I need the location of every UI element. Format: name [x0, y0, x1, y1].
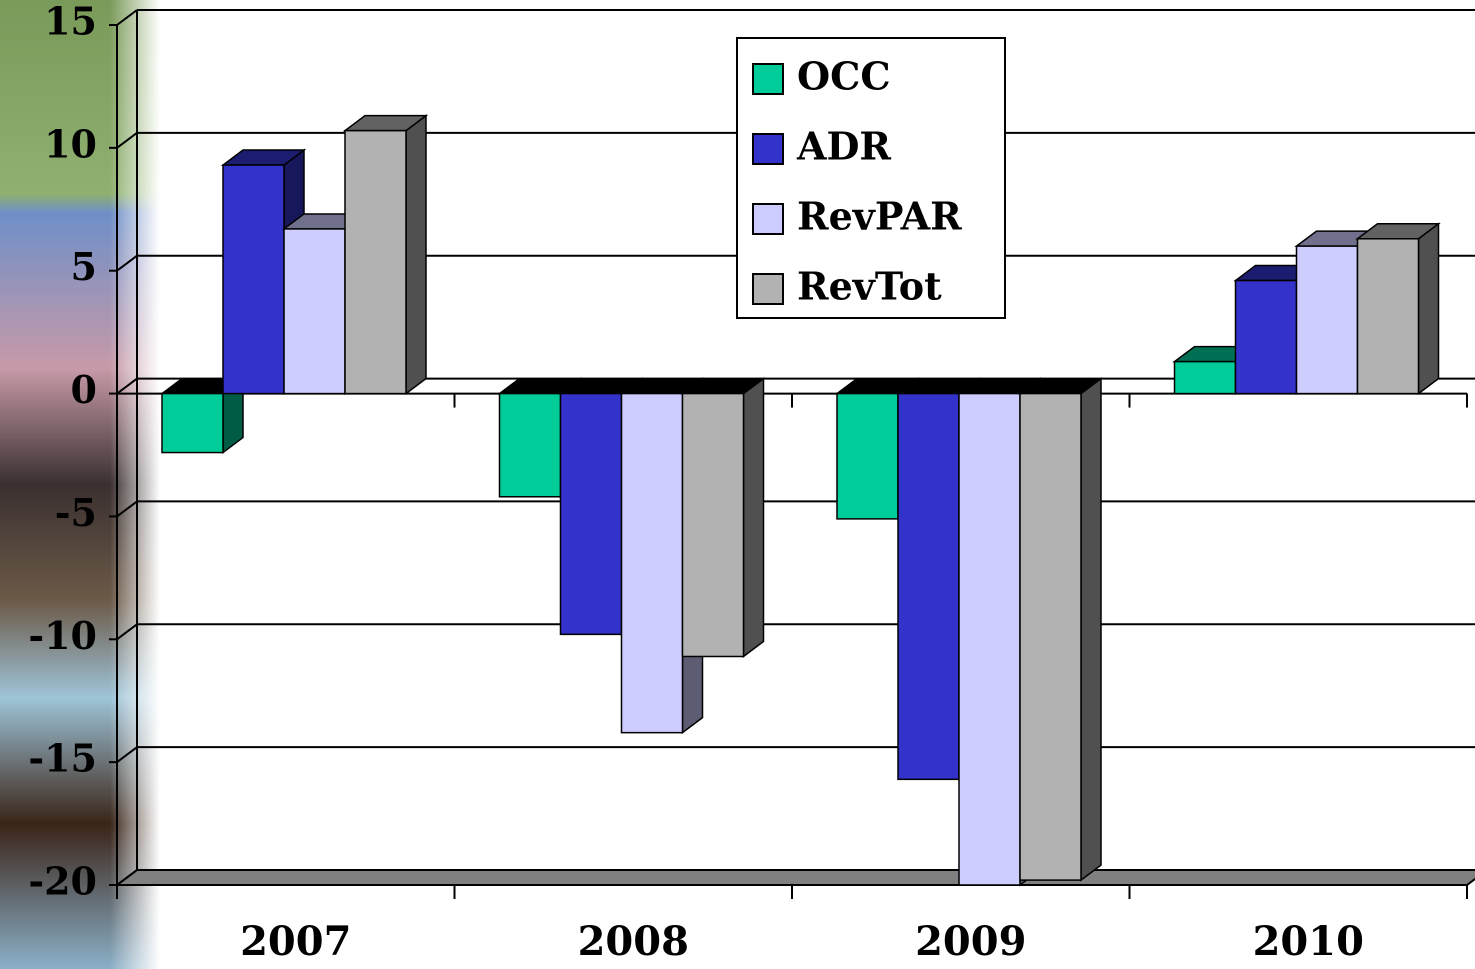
bar-side	[1419, 224, 1439, 394]
y-tick-label: 10	[44, 121, 97, 166]
y-tick-label: -15	[28, 736, 97, 781]
bar-side	[406, 116, 426, 394]
bar	[1358, 239, 1419, 394]
y-tick-label: -10	[28, 613, 97, 658]
bar-side	[1081, 379, 1101, 881]
y-tick-label: 5	[71, 244, 97, 289]
bar	[561, 394, 622, 635]
x-tick-label: 2009	[915, 918, 1026, 965]
bar-side	[744, 379, 764, 657]
legend-swatch	[753, 134, 783, 164]
legend-swatch	[753, 274, 783, 304]
bar	[284, 229, 345, 394]
chart: -20 -15 -10 -5 0 5 10 15 2007 2008 2009 2010 OCC ADR…	[0, 0, 1475, 969]
bar	[345, 131, 406, 394]
bar	[837, 394, 898, 519]
bar	[162, 394, 223, 453]
y-tick-label: 15	[44, 0, 97, 44]
bar	[898, 394, 959, 780]
x-tick-label: 2007	[240, 918, 351, 965]
legend-swatch	[753, 64, 783, 94]
legend-label: RevPAR	[797, 194, 962, 239]
legend-label: RevTot	[797, 264, 942, 309]
bar	[1297, 246, 1358, 393]
x-tick-label: 2008	[578, 918, 689, 965]
legend-swatch	[753, 204, 783, 234]
bar	[1236, 281, 1297, 394]
bar	[683, 394, 744, 657]
y-tick-label: -20	[28, 859, 97, 904]
bar	[1020, 394, 1081, 881]
bar	[622, 394, 683, 733]
y-tick-label: -5	[55, 490, 97, 535]
legend-label: ADR	[796, 124, 891, 169]
x-tick-label: 2010	[1253, 918, 1364, 965]
floor	[117, 870, 1475, 885]
y-tick-label: 0	[71, 367, 97, 412]
legend: OCC ADR RevPAR RevTot	[737, 38, 1005, 318]
bar	[959, 394, 1020, 885]
bar	[1175, 362, 1236, 394]
bar	[223, 165, 284, 394]
bar	[500, 394, 561, 497]
legend-label: OCC	[797, 54, 891, 99]
